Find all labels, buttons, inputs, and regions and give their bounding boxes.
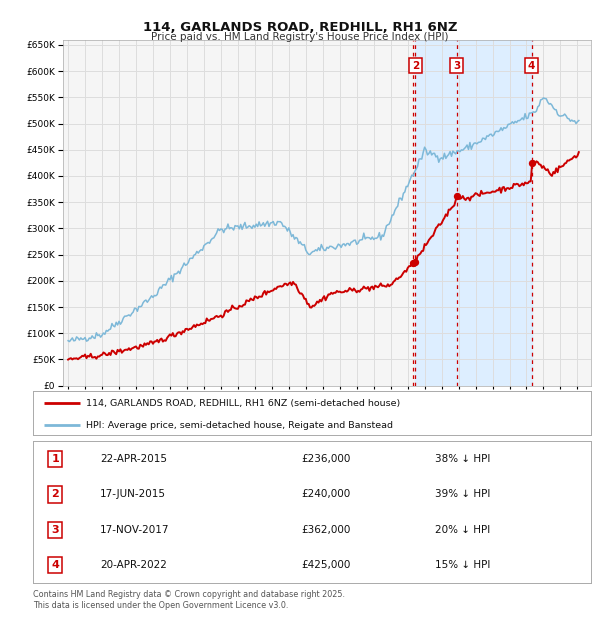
Point: [408, 258, 418, 268]
Text: 114, GARLANDS ROAD, REDHILL, RH1 6NZ (semi-detached house): 114, GARLANDS ROAD, REDHILL, RH1 6NZ (se…: [86, 399, 400, 407]
Text: 3: 3: [453, 61, 460, 71]
Text: £240,000: £240,000: [301, 489, 350, 500]
Text: 17-JUN-2015: 17-JUN-2015: [100, 489, 166, 500]
Text: Price paid vs. HM Land Registry's House Price Index (HPI): Price paid vs. HM Land Registry's House …: [151, 32, 449, 42]
Text: 4: 4: [52, 560, 59, 570]
Text: £362,000: £362,000: [301, 525, 350, 535]
Text: 1: 1: [52, 454, 59, 464]
Text: 3: 3: [52, 525, 59, 535]
Text: HPI: Average price, semi-detached house, Reigate and Banstead: HPI: Average price, semi-detached house,…: [86, 421, 393, 430]
Text: £236,000: £236,000: [301, 454, 350, 464]
Text: 2: 2: [412, 61, 419, 71]
Point: [452, 191, 461, 201]
Text: 38% ↓ HPI: 38% ↓ HPI: [435, 454, 490, 464]
Text: 20% ↓ HPI: 20% ↓ HPI: [435, 525, 490, 535]
Point: [527, 158, 536, 168]
Text: 39% ↓ HPI: 39% ↓ HPI: [435, 489, 490, 500]
Text: 17-NOV-2017: 17-NOV-2017: [100, 525, 169, 535]
Bar: [415, 40, 532, 386]
Text: 15% ↓ HPI: 15% ↓ HPI: [435, 560, 490, 570]
Text: Contains HM Land Registry data © Crown copyright and database right 2025.: Contains HM Land Registry data © Crown c…: [33, 590, 345, 600]
Text: 22-APR-2015: 22-APR-2015: [100, 454, 167, 464]
Text: 2: 2: [52, 489, 59, 500]
Text: 114, GARLANDS ROAD, REDHILL, RH1 6NZ: 114, GARLANDS ROAD, REDHILL, RH1 6NZ: [143, 21, 457, 34]
Text: £425,000: £425,000: [301, 560, 350, 570]
Point: [410, 257, 420, 267]
Text: 20-APR-2022: 20-APR-2022: [100, 560, 167, 570]
Text: This data is licensed under the Open Government Licence v3.0.: This data is licensed under the Open Gov…: [33, 601, 289, 611]
Text: 4: 4: [528, 61, 535, 71]
